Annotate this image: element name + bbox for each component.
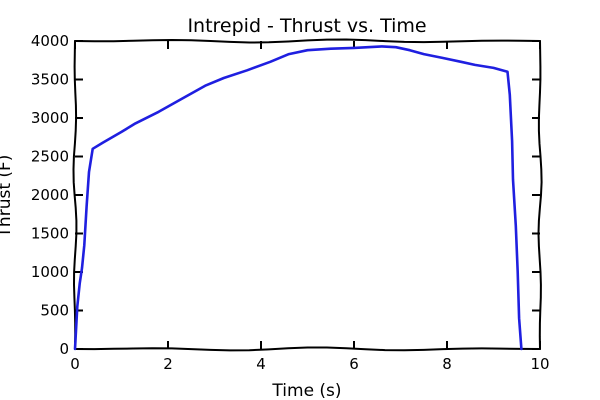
y-tick-label: 1000 bbox=[31, 263, 69, 281]
x-tick-label: 2 bbox=[163, 355, 173, 373]
x-tick-label: 0 bbox=[70, 355, 80, 373]
y-tick-label: 1500 bbox=[31, 225, 69, 243]
y-axis-label: Thrust (F) bbox=[0, 155, 15, 239]
y-tick-label: 3500 bbox=[31, 71, 69, 89]
y-tick-label: 4000 bbox=[31, 32, 69, 50]
plot-area bbox=[72, 38, 543, 352]
y-tick-label: 2500 bbox=[31, 148, 69, 166]
x-tick-label: 10 bbox=[530, 355, 549, 373]
x-axis-line bbox=[74, 346, 541, 352]
series-group bbox=[73, 45, 523, 351]
x-tick-label: 8 bbox=[442, 355, 452, 373]
x-tick-label: 4 bbox=[256, 355, 266, 373]
x-axis-label: Time (s) bbox=[271, 381, 341, 400]
x-tick-label: 6 bbox=[349, 355, 359, 373]
thrust-series-line bbox=[73, 45, 523, 351]
axis-ticks: 0 2 4 6 8 10 0 500 1000 1500 2000 2500 3000 3500 4000 bbox=[31, 32, 550, 373]
y-tick-label: 500 bbox=[40, 302, 69, 320]
frame-top bbox=[74, 38, 541, 44]
chart-title: Intrepid - Thrust vs. Time bbox=[187, 15, 426, 37]
y-tick-label: 0 bbox=[59, 340, 69, 358]
y-axis-line bbox=[72, 40, 78, 350]
y-tick-label: 3000 bbox=[31, 109, 69, 127]
y-tick-label: 2000 bbox=[31, 186, 69, 204]
frame-right bbox=[537, 40, 543, 350]
